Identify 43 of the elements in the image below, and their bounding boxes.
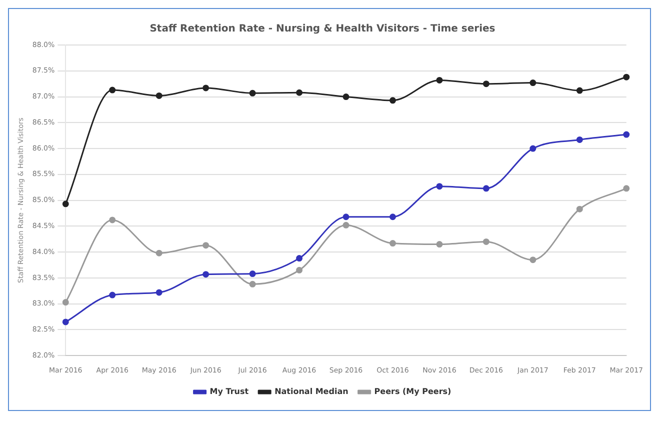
point [623, 74, 630, 80]
point [436, 183, 443, 190]
point [156, 250, 162, 256]
point [249, 90, 256, 96]
point [436, 241, 443, 248]
point [202, 271, 210, 278]
point [296, 255, 303, 262]
point [156, 92, 162, 99]
point [62, 318, 69, 326]
point [576, 87, 583, 94]
point [576, 206, 583, 212]
point [623, 185, 630, 192]
point [389, 97, 396, 104]
point [389, 214, 396, 220]
point [530, 256, 536, 264]
point [530, 80, 536, 86]
point [389, 240, 396, 247]
legend-label: Peers (My Peers) [374, 387, 452, 396]
point [249, 270, 256, 278]
point [202, 242, 210, 249]
point [296, 89, 303, 96]
point [62, 200, 69, 208]
point [342, 222, 350, 228]
legend-label: National Median [274, 387, 349, 396]
point [296, 266, 303, 274]
point [109, 216, 116, 224]
point [482, 238, 490, 245]
legend-label: My Trust [210, 387, 249, 396]
point [530, 145, 536, 152]
point [62, 299, 69, 306]
point [342, 94, 350, 100]
chart-title: Staff Retention Rate - Nursing & Health Visitors - Time series [150, 24, 496, 35]
point [623, 131, 630, 138]
point [342, 214, 350, 220]
point [249, 280, 256, 288]
point [109, 86, 116, 94]
point [156, 289, 162, 296]
point [576, 136, 583, 143]
point [109, 292, 116, 298]
point [482, 185, 490, 192]
point [482, 80, 490, 88]
point [202, 84, 210, 92]
point [436, 76, 443, 84]
